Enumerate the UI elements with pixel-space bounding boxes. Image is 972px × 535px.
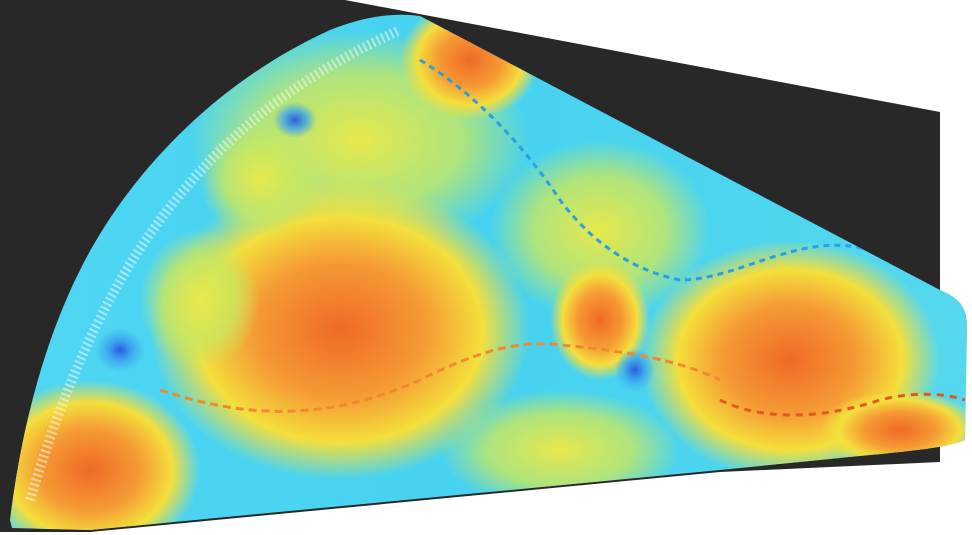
field-region — [615, 348, 655, 392]
field-region — [273, 102, 317, 138]
field-region — [440, 390, 680, 510]
grain-boundary — [719, 392, 966, 417]
field-region — [95, 328, 145, 372]
field-region — [200, 120, 320, 240]
field-region — [10, 380, 200, 530]
edge-hatching — [25, 25, 403, 502]
field-region — [140, 230, 260, 370]
grain-boundary — [419, 58, 871, 282]
field-region — [490, 140, 710, 320]
grain-boundary — [159, 342, 721, 413]
field-region — [550, 260, 650, 380]
